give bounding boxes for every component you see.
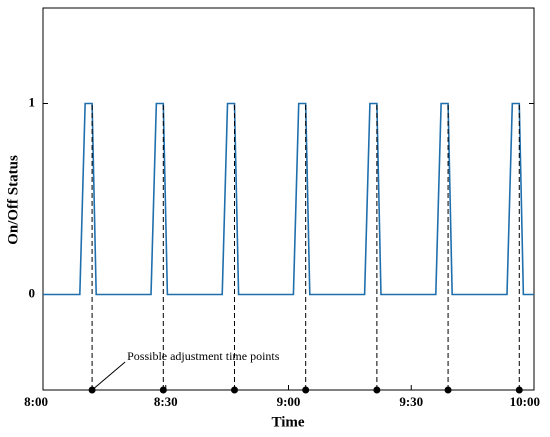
x-axis-label: Time [271, 414, 304, 430]
annotation: Possible adjustment time points [127, 349, 280, 363]
y-tick-label: 1 [29, 94, 36, 109]
x-tick-label: 8:00 [24, 394, 48, 409]
adjustment-point [515, 386, 523, 394]
annotation-leader [91, 361, 126, 391]
adjustment-point [159, 386, 167, 394]
x-tick-label: 10:00 [510, 394, 540, 409]
y-axis-label: On/Off Status [5, 155, 21, 245]
adjustment-point [230, 386, 238, 394]
status-line [43, 102, 534, 296]
adjustment-point [444, 386, 452, 394]
x-tick-label: 9:00 [277, 394, 301, 409]
adjustment-point [373, 386, 381, 394]
plot-frame [42, 7, 535, 391]
y-tick-label: 0 [29, 285, 36, 300]
x-tick-label: 9:30 [399, 394, 423, 409]
adjustment-point [302, 386, 310, 394]
x-tick-label: 8:30 [154, 394, 178, 409]
